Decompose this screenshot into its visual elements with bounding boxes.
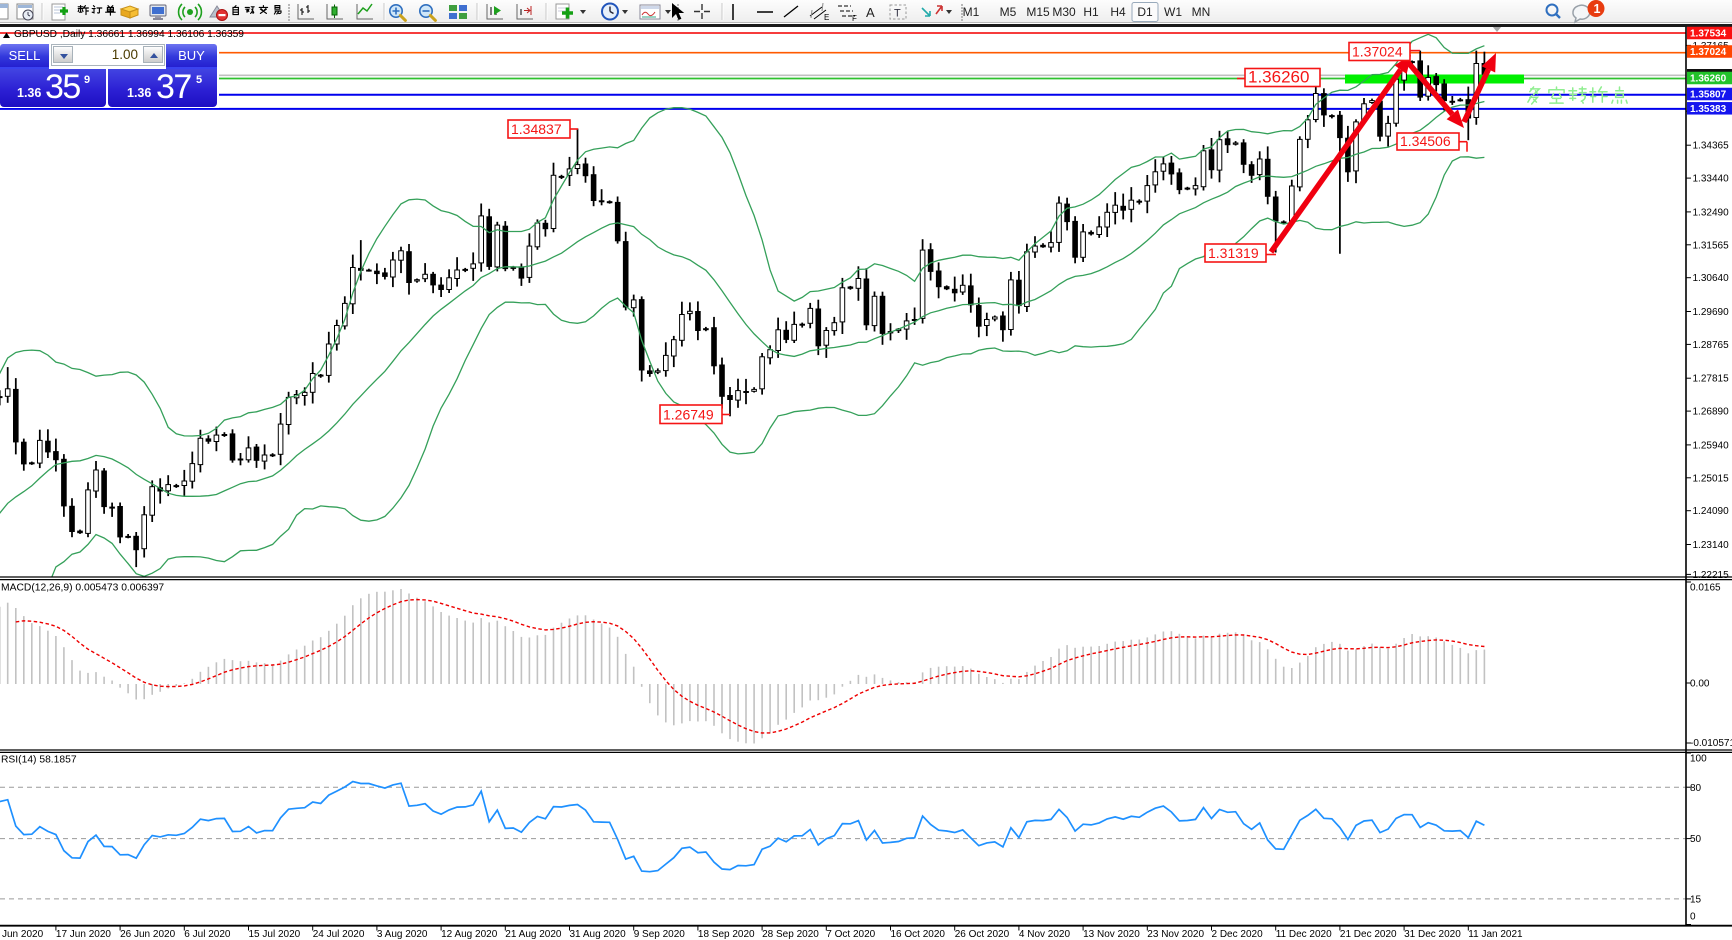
svg-text:1.34837: 1.34837 — [511, 121, 562, 137]
svg-text:31 Dec 2020: 31 Dec 2020 — [1404, 929, 1461, 940]
svg-text:6 Jul 2020: 6 Jul 2020 — [184, 929, 231, 940]
svg-text:100: 100 — [1690, 754, 1707, 765]
svg-text:T: T — [894, 8, 901, 20]
svg-text:1.22215: 1.22215 — [1693, 570, 1730, 581]
svg-text:W1: W1 — [1164, 5, 1182, 19]
svg-text:13 Nov 2020: 13 Nov 2020 — [1083, 929, 1140, 940]
svg-text:Jun 2020: Jun 2020 — [2, 929, 44, 940]
svg-text:1.28765: 1.28765 — [1693, 340, 1730, 351]
svg-text:1.32490: 1.32490 — [1693, 207, 1730, 218]
svg-text:1.31319: 1.31319 — [1208, 245, 1259, 261]
svg-text:H4: H4 — [1110, 5, 1126, 19]
svg-text:1.36260: 1.36260 — [1248, 68, 1309, 87]
svg-text:F: F — [852, 14, 857, 23]
svg-text:-0.010571: -0.010571 — [1690, 738, 1732, 749]
svg-text:16 Oct 2020: 16 Oct 2020 — [891, 929, 946, 940]
svg-text:24 Jul 2020: 24 Jul 2020 — [313, 929, 365, 940]
svg-text:1: 1 — [1594, 2, 1601, 16]
svg-text:1.37024: 1.37024 — [1352, 44, 1403, 60]
svg-text:21 Dec 2020: 21 Dec 2020 — [1340, 929, 1397, 940]
svg-text:M15: M15 — [1026, 5, 1050, 19]
svg-text:9 Sep 2020: 9 Sep 2020 — [634, 929, 686, 940]
svg-text:2 Dec 2020: 2 Dec 2020 — [1212, 929, 1264, 940]
svg-text:1.35807: 1.35807 — [1690, 90, 1727, 101]
svg-text:A: A — [866, 5, 875, 20]
svg-text:1.34506: 1.34506 — [1400, 133, 1451, 149]
svg-text:M1: M1 — [963, 5, 980, 19]
svg-text:80: 80 — [1690, 783, 1702, 794]
svg-text:1.35383: 1.35383 — [1690, 104, 1727, 115]
svg-text:31 Aug 2020: 31 Aug 2020 — [570, 929, 627, 940]
svg-text:1.26749: 1.26749 — [663, 407, 714, 423]
svg-text:17 Jun 2020: 17 Jun 2020 — [56, 929, 111, 940]
svg-text:7 Oct 2020: 7 Oct 2020 — [826, 929, 875, 940]
svg-text:RSI(14) 58.1857: RSI(14) 58.1857 — [1, 755, 77, 766]
svg-text:26 Jun 2020: 26 Jun 2020 — [120, 929, 175, 940]
svg-text:1.23140: 1.23140 — [1693, 540, 1730, 551]
svg-text:1.37534: 1.37534 — [1690, 29, 1727, 40]
svg-text:0: 0 — [1690, 912, 1696, 923]
svg-text:M30: M30 — [1052, 5, 1076, 19]
svg-text:3 Aug 2020: 3 Aug 2020 — [377, 929, 428, 940]
svg-text:0.0165: 0.0165 — [1690, 583, 1721, 594]
svg-text:50: 50 — [1690, 834, 1702, 845]
svg-text:15: 15 — [1690, 895, 1702, 906]
svg-text:1.25940: 1.25940 — [1693, 440, 1730, 451]
svg-text:1.30640: 1.30640 — [1693, 273, 1730, 284]
svg-text:26 Oct 2020: 26 Oct 2020 — [955, 929, 1010, 940]
svg-text:1.25015: 1.25015 — [1693, 473, 1730, 484]
svg-text:M5: M5 — [1000, 5, 1017, 19]
svg-text:1.24090: 1.24090 — [1693, 506, 1730, 517]
svg-text:12 Aug 2020: 12 Aug 2020 — [441, 929, 498, 940]
svg-text:28 Sep 2020: 28 Sep 2020 — [762, 929, 819, 940]
svg-text:GBPUSD ,Daily 1.36661 1.36994: GBPUSD ,Daily 1.36661 1.36994 1.36106 1.… — [14, 29, 244, 40]
svg-text:MN: MN — [1192, 5, 1211, 19]
svg-text:11 Jan 2021: 11 Jan 2021 — [1468, 929, 1523, 940]
svg-text:1.31565: 1.31565 — [1693, 240, 1730, 251]
svg-text:18 Sep 2020: 18 Sep 2020 — [698, 929, 755, 940]
svg-text:E: E — [824, 13, 829, 22]
svg-text:MACD(12,26,9) 0.005473 0.00639: MACD(12,26,9) 0.005473 0.006397 — [1, 583, 164, 594]
svg-text:1.36260: 1.36260 — [1690, 74, 1727, 85]
svg-text:1.34365: 1.34365 — [1693, 141, 1730, 152]
svg-text:23 Nov 2020: 23 Nov 2020 — [1147, 929, 1204, 940]
svg-text:11 Dec 2020: 11 Dec 2020 — [1276, 929, 1332, 940]
svg-text:D1: D1 — [1137, 5, 1153, 19]
svg-text:1.37024: 1.37024 — [1690, 47, 1727, 58]
svg-text:21 Aug 2020: 21 Aug 2020 — [505, 929, 562, 940]
svg-text:H1: H1 — [1083, 5, 1099, 19]
svg-text:1.33440: 1.33440 — [1693, 174, 1730, 185]
svg-text:0.00: 0.00 — [1690, 679, 1710, 690]
svg-text:4 Nov 2020: 4 Nov 2020 — [1019, 929, 1071, 940]
svg-text:15 Jul 2020: 15 Jul 2020 — [249, 929, 301, 940]
svg-text:1.26890: 1.26890 — [1693, 407, 1730, 418]
svg-text:1.27815: 1.27815 — [1693, 374, 1730, 385]
svg-text:1.29690: 1.29690 — [1693, 307, 1730, 318]
